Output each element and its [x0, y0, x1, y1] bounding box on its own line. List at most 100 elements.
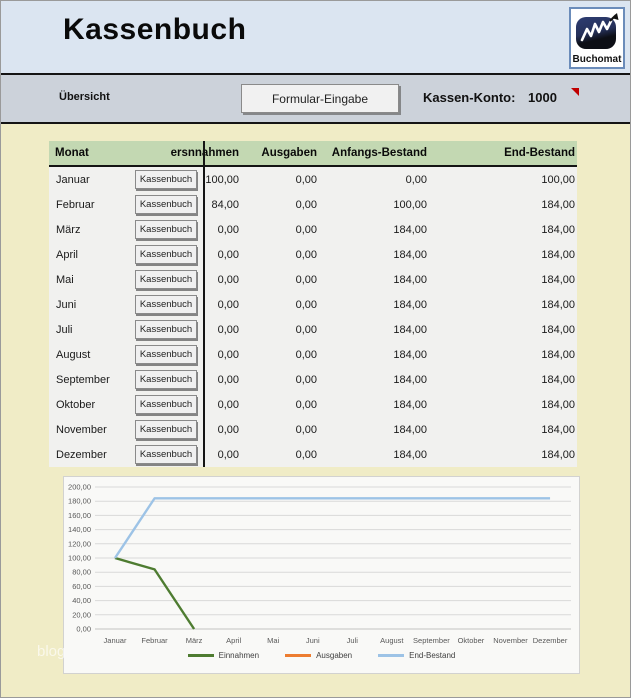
table-row: Mai Kassenbuch 0,00 0,00 184,00 184,00 — [49, 267, 577, 292]
row-month-label: September — [56, 373, 110, 386]
svg-text:200,00: 200,00 — [68, 483, 91, 492]
row-month-label: Januar — [56, 173, 90, 186]
toolbar: Übersicht Formular-Eingabe Kassen-Konto:… — [1, 75, 630, 122]
cell-anfangs-bestand: 184,00 — [393, 298, 427, 311]
kassenbuch-button[interactable]: Kassenbuch — [135, 170, 197, 189]
table-row: März Kassenbuch 0,00 0,00 184,00 184,00 — [49, 217, 577, 242]
svg-text:März: März — [186, 636, 203, 645]
row-month-label: November — [56, 423, 107, 436]
kassenbuch-button[interactable]: Kassenbuch — [135, 245, 197, 264]
svg-text:November: November — [493, 636, 528, 645]
cell-einnahmen: 0,00 — [217, 398, 239, 411]
legend-item[interactable]: Ausgaben — [285, 651, 352, 660]
kassenbuch-button[interactable]: Kassenbuch — [135, 395, 197, 414]
svg-text:Februar: Februar — [141, 636, 168, 645]
kassenbuch-button[interactable]: Kassenbuch — [135, 445, 197, 464]
page-title: Kassenbuch — [63, 13, 247, 46]
row-month-label: Oktober — [56, 398, 96, 411]
cell-anfangs-bestand: 184,00 — [393, 273, 427, 286]
svg-text:September: September — [413, 636, 450, 645]
header: Kassenbuch Buchomat — [1, 1, 630, 73]
table-row: Februar Kassenbuch 84,00 0,00 100,00 184… — [49, 192, 577, 217]
row-month-label: Dezember — [56, 448, 107, 461]
cell-anfangs-bestand: 184,00 — [393, 423, 427, 436]
svg-text:100,00: 100,00 — [68, 554, 91, 563]
cell-einnahmen: 0,00 — [217, 373, 239, 386]
kassenbuch-button[interactable]: Kassenbuch — [135, 195, 197, 214]
cell-end-bestand: 184,00 — [541, 398, 575, 411]
cell-end-bestand: 184,00 — [541, 373, 575, 386]
cell-end-bestand: 184,00 — [541, 323, 575, 336]
svg-text:Oktober: Oktober — [458, 636, 485, 645]
svg-text:Dezember: Dezember — [533, 636, 568, 645]
cell-end-bestand: 184,00 — [541, 298, 575, 311]
cell-ausgaben: 0,00 — [295, 323, 317, 336]
buchomat-logo[interactable]: Buchomat — [569, 7, 625, 69]
kassen-konto-value[interactable]: 1000 — [528, 90, 557, 105]
legend-label: Ausgaben — [316, 651, 353, 660]
svg-text:80,00: 80,00 — [72, 568, 91, 577]
kassenbuch-button[interactable]: Kassenbuch — [135, 270, 197, 289]
chart-plot-area: 0,00 20,00 40,00 60,00 80,00 100,00 120,00 140,… — [68, 483, 571, 645]
legend-item[interactable]: Einnahmen — [187, 651, 259, 660]
kassenbuch-button[interactable]: Kassenbuch — [135, 220, 197, 239]
uebersicht-label: Übersicht — [59, 91, 110, 103]
table-row: Oktober Kassenbuch 0,00 0,00 184,00 184,… — [49, 392, 577, 417]
legend-swatch — [285, 654, 312, 657]
row-month-label: Juni — [56, 298, 77, 311]
kassenbuch-button[interactable]: Kassenbuch — [135, 370, 197, 389]
svg-text:20,00: 20,00 — [72, 610, 91, 619]
cell-einnahmen: 0,00 — [217, 223, 239, 236]
chart[interactable]: 0,00 20,00 40,00 60,00 80,00 100,00 120,00 140,… — [63, 476, 580, 674]
cell-anfangs-bestand: 184,00 — [393, 398, 427, 411]
table-row: Juni Kassenbuch 0,00 0,00 184,00 184,00 — [49, 292, 577, 317]
cell-ausgaben: 0,00 — [295, 423, 317, 436]
row-month-label: Mai — [56, 273, 74, 286]
cell-end-bestand: 184,00 — [541, 348, 575, 361]
row-month-label: Februar — [56, 198, 95, 211]
svg-text:Mai: Mai — [267, 636, 279, 645]
cell-anfangs-bestand: 184,00 — [393, 348, 427, 361]
col-header-ausgaben: Ausgaben — [261, 147, 317, 159]
formular-eingabe-button[interactable]: Formular-Eingabe — [241, 84, 399, 113]
row-month-label: Juli — [56, 323, 73, 336]
cell-end-bestand: 184,00 — [541, 273, 575, 286]
svg-text:160,00: 160,00 — [68, 511, 91, 520]
cell-ausgaben: 0,00 — [295, 223, 317, 236]
divider-line-bottom — [1, 122, 630, 124]
cell-einnahmen: 0,00 — [217, 298, 239, 311]
cell-anfangs-bestand: 100,00 — [393, 198, 427, 211]
kassenbuch-button[interactable]: Kassenbuch — [135, 320, 197, 339]
chart-legend: Einnahmen Ausgaben End-Bestand — [64, 651, 579, 660]
table-row: September Kassenbuch 0,00 0,00 184,00 18… — [49, 367, 577, 392]
cell-einnahmen: 0,00 — [217, 448, 239, 461]
svg-text:Juni: Juni — [306, 636, 320, 645]
legend-swatch — [187, 654, 214, 657]
cell-anfangs-bestand: 0,00 — [405, 173, 427, 186]
cell-einnahmen: 0,00 — [217, 348, 239, 361]
kassenbuch-button[interactable]: Kassenbuch — [135, 420, 197, 439]
kassenbuch-button[interactable]: Kassenbuch — [135, 345, 197, 364]
cell-end-bestand: 184,00 — [541, 448, 575, 461]
svg-text:August: August — [380, 636, 404, 645]
col-header-anfangs-bestand: Anfangs-Bestand — [331, 147, 427, 159]
cell-ausgaben: 0,00 — [295, 373, 317, 386]
cell-end-bestand: 100,00 — [541, 173, 575, 186]
row-month-label: August — [56, 348, 91, 361]
watermark: blog — [37, 643, 66, 660]
col-header-end-bestand: End-Bestand — [504, 147, 575, 159]
cell-anfangs-bestand: 184,00 — [393, 248, 427, 261]
kassenbuch-button[interactable]: Kassenbuch — [135, 295, 197, 314]
cell-end-bestand: 184,00 — [541, 198, 575, 211]
cell-anfangs-bestand: 184,00 — [393, 373, 427, 386]
col-header-monat: Monat — [55, 147, 89, 159]
row-month-label: April — [56, 248, 79, 261]
cell-ausgaben: 0,00 — [295, 298, 317, 311]
table-divider-line — [203, 141, 205, 467]
cell-end-bestand: 184,00 — [541, 248, 575, 261]
cell-ausgaben: 0,00 — [295, 348, 317, 361]
legend-item[interactable]: End-Bestand — [378, 651, 455, 660]
cell-ausgaben: 0,00 — [295, 248, 317, 261]
svg-text:180,00: 180,00 — [68, 497, 91, 506]
